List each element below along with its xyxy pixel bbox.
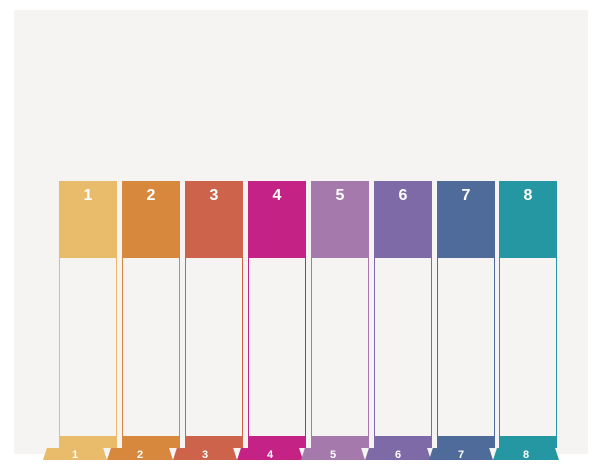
divider-header-4[interactable]: 4: [248, 181, 306, 258]
divider-header-8[interactable]: 8: [499, 181, 557, 258]
divider-tab-top-6: [374, 436, 432, 448]
divider-tab-5[interactable]: 5: [301, 448, 365, 460]
divider-columns: 1 2 3 4 5 6 7 8: [59, 181, 557, 436]
divider-column-7: 7: [437, 181, 495, 436]
divider-column-6: 6: [374, 181, 432, 436]
divider-header-6[interactable]: 6: [374, 181, 432, 258]
divider-tab-8[interactable]: 8: [493, 448, 559, 460]
divider-tab-4[interactable]: 4: [237, 448, 303, 460]
divider-tab-1[interactable]: 1: [43, 448, 107, 460]
divider-header-7[interactable]: 7: [437, 181, 495, 258]
divider-column-4: 4: [248, 181, 306, 436]
divider-tab-top-3: [185, 436, 243, 448]
divider-tab-3[interactable]: 3: [173, 448, 237, 460]
divider-header-3[interactable]: 3: [185, 181, 243, 258]
divider-tab-top-5: [311, 436, 369, 448]
divider-header-5[interactable]: 5: [311, 181, 369, 258]
divider-header-1[interactable]: 1: [59, 181, 117, 258]
divider-tab-top-4: [248, 436, 306, 448]
divider-tab-top-8: [499, 436, 557, 448]
divider-tab-6[interactable]: 6: [365, 448, 431, 460]
divider-column-1: 1: [59, 181, 117, 436]
divider-column-5: 5: [311, 181, 369, 436]
divider-tabs: 1 2 3 4 5 6 7 8: [43, 436, 559, 462]
divider-header-2[interactable]: 2: [122, 181, 180, 258]
divider-tab-7[interactable]: 7: [429, 448, 493, 460]
divider-column-2: 2: [122, 181, 180, 436]
divider-column-8: 8: [499, 181, 557, 436]
divider-tab-top-2: [122, 436, 180, 448]
divider-tab-top-1: [59, 436, 117, 448]
divider-tab-2[interactable]: 2: [107, 448, 173, 460]
divider-column-3: 3: [185, 181, 243, 436]
divider-tab-top-7: [437, 436, 495, 448]
